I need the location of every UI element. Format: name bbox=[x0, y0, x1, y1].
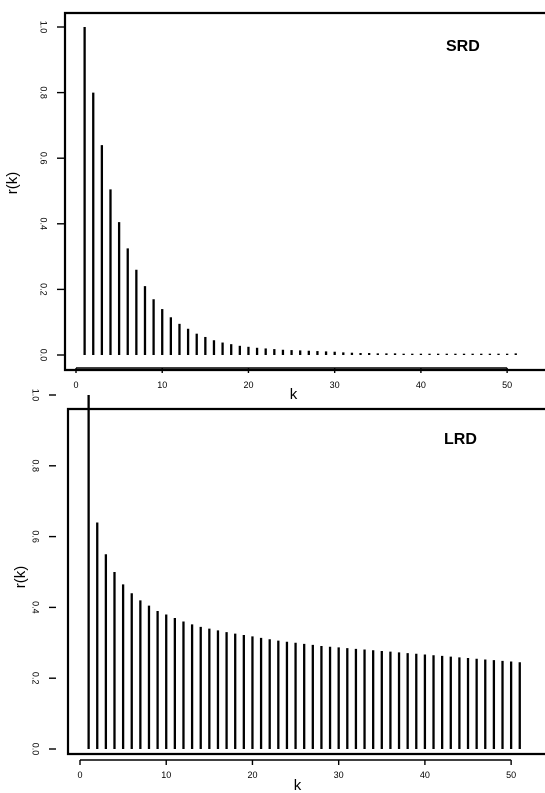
y-tick-label: 0.6 bbox=[31, 530, 41, 543]
y-tick-label: 1.0 bbox=[39, 21, 49, 34]
x-tick-label: 10 bbox=[161, 770, 171, 780]
plot-frame bbox=[66, 407, 545, 756]
x-tick-label: 0 bbox=[77, 770, 82, 780]
x-tick-label: 20 bbox=[243, 380, 253, 390]
x-tick-label: 40 bbox=[420, 770, 430, 780]
y-tick-label: 0.2 bbox=[31, 672, 41, 685]
x-tick-label: 0 bbox=[73, 380, 78, 390]
panel-annotation: SRD bbox=[446, 38, 480, 55]
x-axis-label: k bbox=[294, 777, 302, 793]
x-tick-label: 30 bbox=[330, 380, 340, 390]
x-tick-label: 30 bbox=[334, 770, 344, 780]
y-tick-label: 0.0 bbox=[39, 349, 49, 362]
y-axis-label: r(k) bbox=[12, 566, 29, 589]
x-axis-label: k bbox=[290, 386, 298, 403]
x-tick-label: 50 bbox=[506, 770, 516, 780]
y-axis-label: r(k) bbox=[4, 172, 21, 195]
panel-annotation: LRD bbox=[444, 431, 477, 448]
y-tick-label: 0.6 bbox=[39, 152, 49, 165]
x-tick-label: 40 bbox=[416, 380, 426, 390]
y-tick-label: 1.0 bbox=[31, 389, 41, 402]
plot-frame bbox=[63, 11, 545, 372]
x-tick-label: 10 bbox=[157, 380, 167, 390]
chart-panel-2: 0.0 0.2 0.4 0.6 0.8 1.0 0 10 20 30 40 50 k r(k) LRD bbox=[12, 389, 545, 793]
chart-panel-1: 0.0 0.2 0.4 0.6 0.8 1.0 0 10 20 30 40 50 k r(k) SRD bbox=[4, 11, 545, 403]
y-tick-label: 0.8 bbox=[39, 86, 49, 99]
y-tick-label: 0.8 bbox=[31, 460, 41, 473]
y-tick-label: 0.4 bbox=[31, 601, 41, 614]
x-tick-label: 50 bbox=[502, 380, 512, 390]
y-tick-label: 0.0 bbox=[31, 743, 41, 756]
x-tick-label: 20 bbox=[247, 770, 257, 780]
y-tick-label: 0.4 bbox=[39, 218, 49, 231]
y-tick-label: 0.2 bbox=[39, 283, 49, 296]
